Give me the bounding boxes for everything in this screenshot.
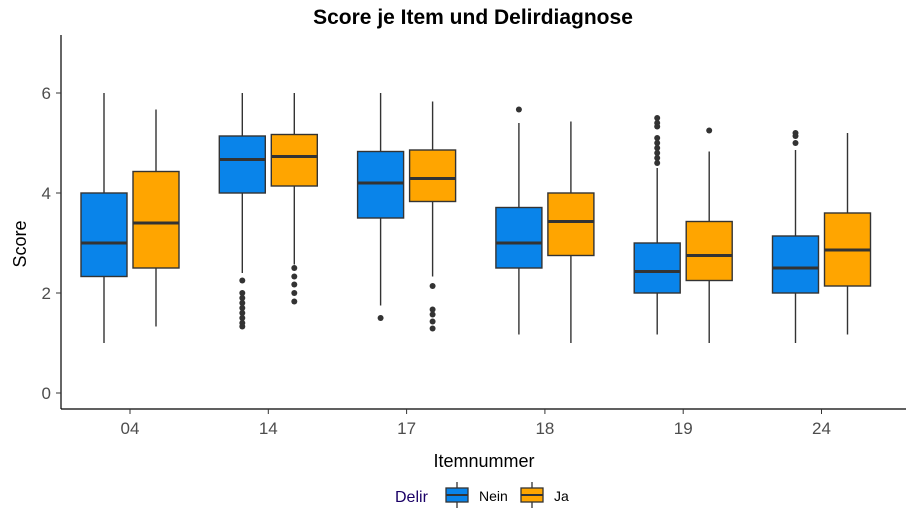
- outlier-point: [239, 300, 246, 306]
- outlier-point: [239, 323, 246, 330]
- outlier-point: [429, 283, 436, 289]
- outlier-point: [429, 318, 436, 325]
- y-tick-label: 0: [42, 384, 51, 403]
- outlier-point: [792, 133, 799, 139]
- box-body: [771, 235, 820, 294]
- outlier-point: [239, 290, 246, 296]
- outlier-point: [654, 145, 661, 151]
- box-nein-04: [80, 93, 128, 343]
- chart-title: Score je Item und Delirdiagnose: [313, 6, 633, 29]
- box-body: [547, 192, 595, 257]
- x-tick-label: 18: [535, 419, 554, 438]
- legend-label: Nein: [479, 488, 508, 504]
- legend-key-nein: Nein: [445, 482, 508, 508]
- outlier-point: [654, 115, 661, 121]
- box-nein-18: [495, 106, 543, 335]
- box-body: [633, 242, 681, 294]
- outlier-point: [429, 306, 436, 313]
- outlier-point: [239, 310, 246, 316]
- box-nein-24: [771, 130, 820, 343]
- x-tick-label: 04: [121, 419, 140, 438]
- outlier-point: [654, 160, 661, 166]
- box-ja-04: [132, 109, 180, 327]
- box-ja-18: [547, 121, 595, 343]
- outlier-point: [654, 135, 661, 141]
- outlier-point: [654, 140, 661, 146]
- outlier-point: [239, 305, 246, 311]
- outlier-point: [291, 273, 298, 280]
- box-nein-19: [633, 115, 681, 335]
- x-tick-label: 24: [812, 419, 831, 438]
- y-axis: 0 2 4 6: [42, 35, 62, 409]
- x-axis-title: Itemnummer: [433, 451, 534, 471]
- y-axis-title: Score: [10, 220, 30, 267]
- box-ja-19: [685, 127, 733, 343]
- outlier-point: [429, 325, 436, 332]
- legend-key-ja: Ja: [520, 482, 569, 508]
- plot-area: [80, 93, 872, 343]
- box-ja-24: [823, 133, 872, 335]
- outlier-point: [239, 315, 246, 321]
- outlier-point: [239, 295, 246, 301]
- y-tick-label: 2: [42, 284, 51, 303]
- box-ja-17: [408, 101, 457, 332]
- x-axis: 04 14 17 18 19 24: [61, 408, 906, 438]
- box-body: [356, 150, 405, 219]
- outlier-point: [654, 155, 661, 161]
- box-ja-14: [270, 93, 318, 305]
- box-nein-17: [356, 93, 405, 321]
- outlier-point: [792, 140, 799, 146]
- y-tick-label: 4: [42, 184, 51, 203]
- x-tick-label: 14: [259, 419, 278, 438]
- outlier-point: [377, 315, 384, 321]
- y-tick-label: 6: [42, 84, 51, 103]
- outlier-point: [654, 150, 661, 156]
- outlier-point: [291, 290, 298, 296]
- x-tick-label: 19: [674, 419, 693, 438]
- outlier-point: [291, 298, 298, 305]
- outlier-point: [706, 127, 713, 134]
- x-tick-label: 17: [397, 419, 416, 438]
- box-nein-14: [218, 93, 267, 330]
- box-body: [218, 135, 267, 194]
- legend-title: Delir: [395, 489, 429, 506]
- box-body: [270, 133, 318, 187]
- box-body: [80, 192, 128, 278]
- legend: Delir Nein Ja: [395, 482, 569, 508]
- box-body: [408, 149, 457, 203]
- outlier-point: [291, 265, 298, 271]
- outlier-point: [291, 281, 298, 288]
- box-body: [495, 206, 543, 269]
- box-body: [685, 220, 733, 282]
- outlier-point: [429, 311, 436, 318]
- legend-label: Ja: [554, 488, 569, 504]
- outlier-point: [239, 277, 246, 284]
- box-body: [132, 170, 180, 269]
- outlier-point: [515, 106, 522, 113]
- outlier-point: [654, 123, 661, 130]
